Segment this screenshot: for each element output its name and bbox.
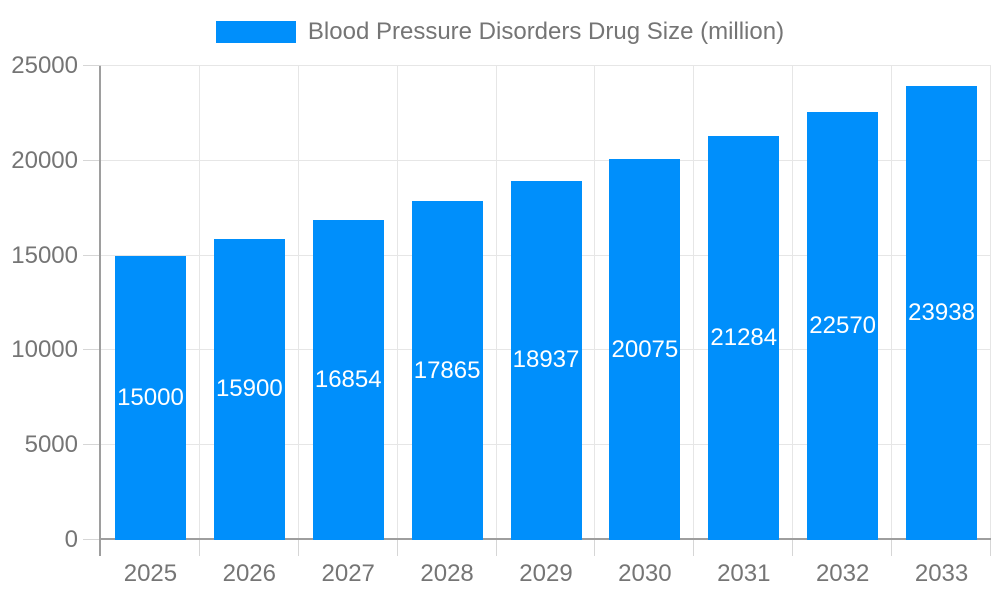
bar[interactable]: 22570 [807,112,879,540]
bar-value-label: 18937 [512,346,580,374]
y-tick-label: 5000 [24,431,78,459]
x-axis-tick-mark [693,540,695,556]
x-tick-label: 2033 [914,560,969,587]
bar[interactable]: 15900 [213,238,285,540]
y-axis-tick-mark [83,159,101,161]
bar-value-label: 23938 [908,299,975,327]
x-axis-tick-mark [594,540,596,556]
x-tick-label: 2028 [420,560,474,587]
bar[interactable]: 17865 [411,201,483,540]
bar-value-label: 20075 [611,335,679,363]
x-axis-tick-mark [297,540,299,556]
x-tick-label: 2027 [321,560,375,587]
legend-swatch-icon [215,21,296,43]
bar[interactable]: 15000 [114,255,186,540]
x-tick-label: 2030 [618,560,672,587]
v-gridline [990,66,991,540]
bar-value-label: 15000 [117,383,184,411]
bar-value-label: 16854 [314,366,382,394]
bar[interactable]: 16854 [312,220,384,540]
v-gridline [297,66,299,540]
bar-value-label: 17865 [413,356,481,384]
bar[interactable]: 20075 [609,159,681,540]
x-tick-label: 2031 [717,560,771,587]
bar-value-label: 21284 [710,324,778,352]
x-tick-label: 2025 [123,560,178,587]
x-axis-tick-mark [198,540,200,556]
h-gridline [101,159,991,161]
bar[interactable]: 23938 [906,86,978,540]
legend[interactable]: Blood Pressure Disorders Drug Size (mill… [0,20,1000,44]
x-axis-tick-mark [396,540,398,556]
y-tick-label: 10000 [11,336,78,364]
bar[interactable]: 18937 [510,180,582,540]
x-axis-tick-mark [990,540,991,556]
bar-value-label: 15900 [215,375,283,403]
x-tick-label: 2026 [222,560,276,587]
y-axis-tick-mark [83,254,101,256]
legend-label: Blood Pressure Disorders Drug Size (mill… [307,18,785,45]
y-tick-label: 25000 [11,52,78,79]
x-axis-tick-mark [891,540,893,556]
y-axis-tick-mark [83,444,101,446]
y-tick-label: 20000 [11,146,78,174]
bar[interactable]: 21284 [708,136,780,540]
y-axis-tick-mark [83,65,101,66]
v-gridline [594,66,596,540]
y-axis-tick-mark [83,349,101,351]
y-tick-label: 0 [64,526,78,553]
x-axis-tick-mark [495,540,497,556]
v-gridline [396,66,398,540]
x-tick-label: 2032 [815,560,870,587]
h-gridline [101,65,991,66]
v-gridline [792,66,794,540]
v-gridline [891,66,893,540]
x-tick-label: 2029 [519,560,573,587]
y-axis-tick-mark [83,539,101,540]
v-gridline [198,66,200,540]
y-axis-line [99,66,101,556]
v-gridline [693,66,695,540]
x-axis-tick-mark [792,540,794,556]
bar-value-label: 22570 [809,312,877,340]
v-gridline [495,66,497,540]
y-tick-label: 15000 [11,241,78,269]
